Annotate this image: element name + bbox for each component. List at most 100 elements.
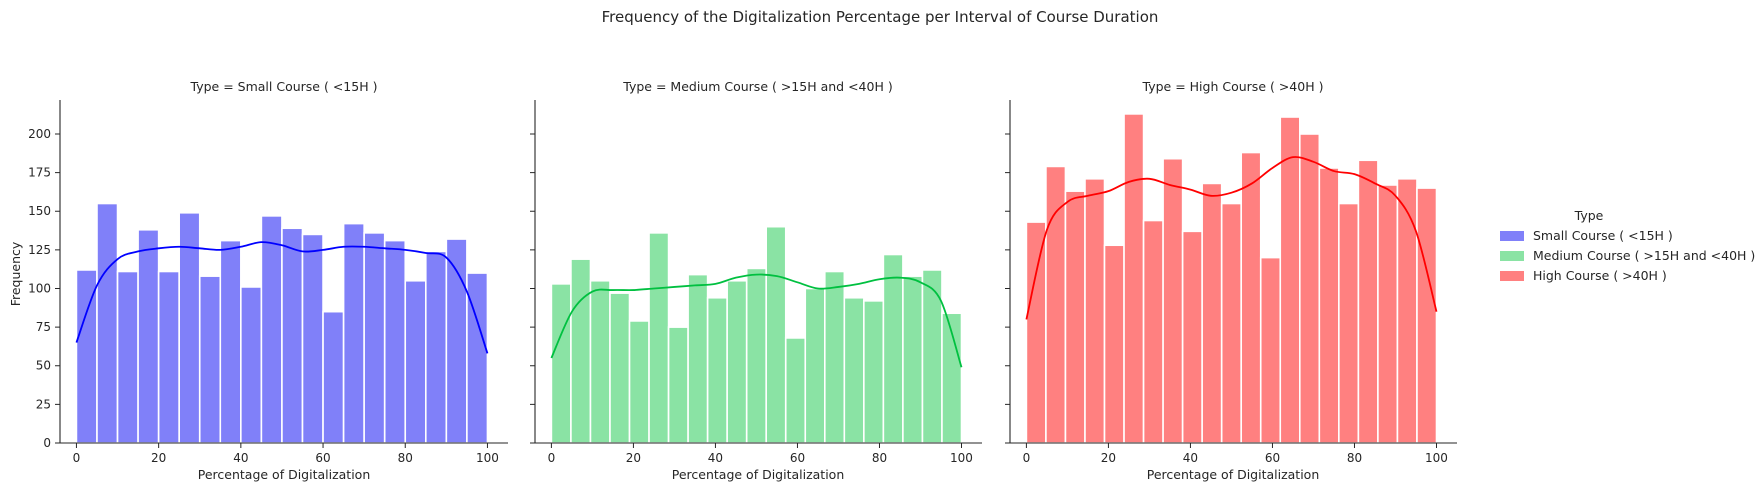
bar-medium-course-2	[589, 279, 611, 444]
bar-medium-course-0	[550, 283, 572, 444]
bar-small-course-7	[219, 239, 242, 444]
bar-high-course-8	[1181, 230, 1203, 444]
bar-medium-course-12	[784, 337, 807, 444]
y-axis-title: Frequency	[8, 241, 23, 306]
bar-small-course-17	[424, 250, 448, 444]
x-tick-label-small-course-0: 0	[73, 451, 81, 465]
kde-line-medium-course	[550, 273, 963, 368]
x-tick-label-high-course-100: 100	[1425, 451, 1448, 465]
kde-line-small-course	[75, 241, 489, 354]
panel-title-medium-course: Type = Medium Course ( >15H and <40H )	[622, 79, 892, 94]
bar-medium-course-18	[902, 275, 924, 444]
x-tick-label-small-course-60: 60	[315, 451, 330, 465]
bar-small-course-0	[75, 269, 98, 444]
bar-high-course-18	[1377, 184, 1399, 444]
bar-small-course-13	[342, 222, 365, 444]
panel-title-small-course: Type = Small Course ( <15H )	[190, 79, 378, 94]
bar-small-course-9	[260, 215, 283, 444]
y-tick-label-50: 50	[36, 359, 51, 373]
bar-medium-course-9	[726, 279, 748, 444]
bar-high-course-1	[1045, 165, 1067, 444]
panel-high-course: Type = High Course ( >40H ) Percentage o…	[1005, 79, 1457, 482]
bar-small-course-1	[96, 202, 119, 444]
y-tick-label-175: 175	[28, 166, 51, 180]
bar-medium-course-17	[882, 253, 904, 444]
x-tick-label-small-course-20: 20	[151, 451, 166, 465]
x-axis-title-medium-course: Percentage of Digitalization	[672, 467, 845, 482]
bar-small-course-10	[281, 227, 304, 444]
x-tick-label-high-course-20: 20	[1101, 451, 1116, 465]
x-tick-label-medium-course-100: 100	[950, 451, 973, 465]
bar-small-course-12	[322, 310, 345, 444]
figure-title: Frequency of the Digitalization Percenta…	[602, 8, 1159, 26]
x-tick-label-medium-course-80: 80	[872, 451, 887, 465]
bar-small-course-11	[301, 233, 324, 444]
y-tick-label-0: 0	[43, 436, 51, 450]
plot-area-high-course: 0 20 40 60 80 100	[1005, 100, 1457, 465]
bar-high-course-16	[1338, 202, 1360, 444]
bar-medium-course-8	[706, 296, 728, 444]
x-tick-label-medium-course-20: 20	[626, 451, 641, 465]
bar-high-course-13	[1279, 116, 1301, 444]
bar-small-course-3	[137, 228, 160, 444]
bar-medium-course-13	[804, 287, 826, 444]
legend-label-high-course: High Course ( >40H )	[1533, 268, 1667, 283]
bar-medium-course-15	[843, 296, 865, 444]
plot-area-small-course: 0 20 40 60 80 100 0 25 50 75 100 125 150 175 200	[28, 100, 508, 465]
legend-label-medium-course: Medium Course ( >15H and <40H )	[1533, 248, 1755, 263]
bar-high-course-10	[1220, 202, 1243, 444]
legend-swatch-small-course	[1500, 231, 1524, 241]
bar-high-course-5	[1123, 113, 1145, 444]
bar-medium-course-11	[765, 225, 787, 444]
bar-medium-course-5	[648, 232, 670, 444]
y-tick-label-200: 200	[28, 127, 51, 141]
x-tick-label-small-course-40: 40	[233, 451, 248, 465]
bar-small-course-15	[383, 239, 407, 444]
bar-high-course-14	[1299, 133, 1321, 444]
bar-high-course-9	[1201, 182, 1223, 444]
bar-medium-course-3	[609, 292, 631, 444]
bar-high-course-19	[1396, 178, 1418, 444]
y-tick-label-125: 125	[28, 243, 51, 257]
bar-small-course-16	[404, 279, 427, 444]
bar-high-course-17	[1357, 159, 1379, 444]
bar-medium-course-10	[745, 267, 768, 444]
x-tick-label-small-course-100: 100	[476, 451, 499, 465]
bar-small-course-2	[116, 270, 139, 444]
y-tick-label-75: 75	[36, 320, 51, 334]
y-tick-label-100: 100	[28, 281, 51, 295]
legend-swatch-medium-course	[1500, 251, 1524, 261]
y-tick-label-25: 25	[36, 397, 51, 411]
x-tick-label-small-course-80: 80	[398, 451, 413, 465]
panel-medium-course: Type = Medium Course ( >15H and <40H ) P…	[530, 79, 982, 482]
bar-high-course-2	[1064, 190, 1086, 444]
bar-medium-course-6	[667, 326, 689, 444]
panel-title-high-course: Type = High Course ( >40H )	[1142, 79, 1324, 94]
bar-medium-course-16	[863, 300, 885, 444]
bar-high-course-0	[1025, 221, 1047, 444]
bar-small-course-14	[363, 232, 386, 444]
x-tick-label-high-course-60: 60	[1265, 451, 1280, 465]
bar-high-course-6	[1142, 219, 1164, 444]
bar-high-course-4	[1103, 244, 1125, 444]
x-axis-title-small-course: Percentage of Digitalization	[198, 467, 371, 482]
bar-medium-course-7	[687, 273, 709, 444]
x-tick-label-high-course-80: 80	[1347, 451, 1362, 465]
bar-high-course-7	[1162, 157, 1184, 444]
bar-medium-course-14	[823, 270, 846, 444]
bar-high-course-15	[1318, 167, 1340, 444]
bar-small-course-4	[157, 270, 180, 444]
y-tick-label-150: 150	[28, 204, 51, 218]
bar-high-course-3	[1084, 178, 1106, 444]
plot-area-medium-course: 0 20 40 60 80 100	[530, 100, 982, 465]
bar-high-course-12	[1259, 256, 1282, 444]
x-tick-label-high-course-40: 40	[1183, 451, 1198, 465]
kde-line-high-course	[1025, 156, 1438, 320]
legend-label-small-course: Small Course ( <15H )	[1533, 228, 1673, 243]
x-tick-label-medium-course-60: 60	[790, 451, 805, 465]
bar-small-course-8	[240, 286, 263, 444]
bar-medium-course-1	[570, 258, 592, 444]
legend-swatch-high-course	[1500, 271, 1524, 281]
bar-high-course-20	[1416, 187, 1438, 444]
legend-title: Type	[1574, 208, 1604, 223]
